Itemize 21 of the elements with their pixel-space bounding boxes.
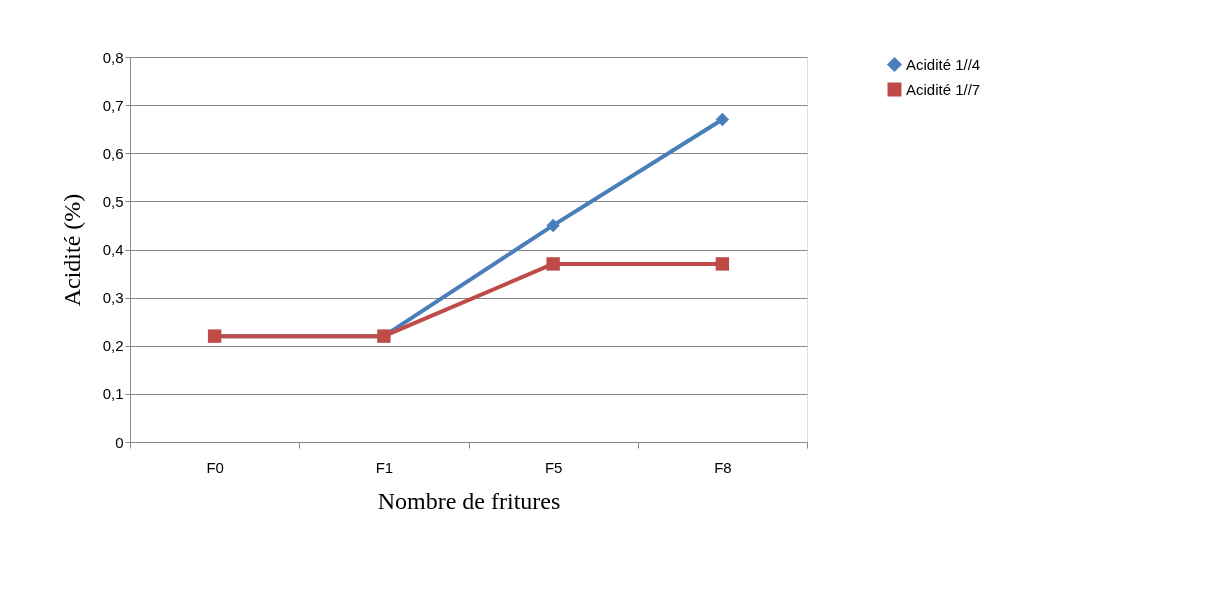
y-tick-label: 0,8 (102, 48, 124, 66)
y-tick-label: 0 (115, 433, 124, 451)
y-tick-label: 0,6 (102, 144, 124, 162)
point (546, 257, 560, 271)
y-axis-title: Acidité (%) (58, 193, 85, 307)
point (715, 257, 730, 271)
y-tick-label: 0,3 (102, 289, 124, 307)
y-tick-label: 0,2 (102, 337, 124, 355)
point (546, 218, 560, 233)
y-tick-label: 0,7 (102, 96, 124, 114)
x-tick-label: F5 (544, 458, 563, 476)
x-tick-label: F1 (375, 458, 394, 476)
y-tick-label: 0,1 (102, 385, 124, 403)
x-axis-title: Nombre de fritures (377, 487, 561, 514)
legend-label: Acidité 1//4 (906, 55, 981, 73)
y-tick-label: 0,5 (102, 192, 124, 210)
point (715, 112, 730, 127)
legend-label: Acidité 1//7 (906, 80, 981, 98)
x-tick-label: F8 (714, 458, 732, 476)
y-tick-label: 0,4 (102, 241, 124, 258)
x-tick-label: F0 (206, 458, 224, 476)
